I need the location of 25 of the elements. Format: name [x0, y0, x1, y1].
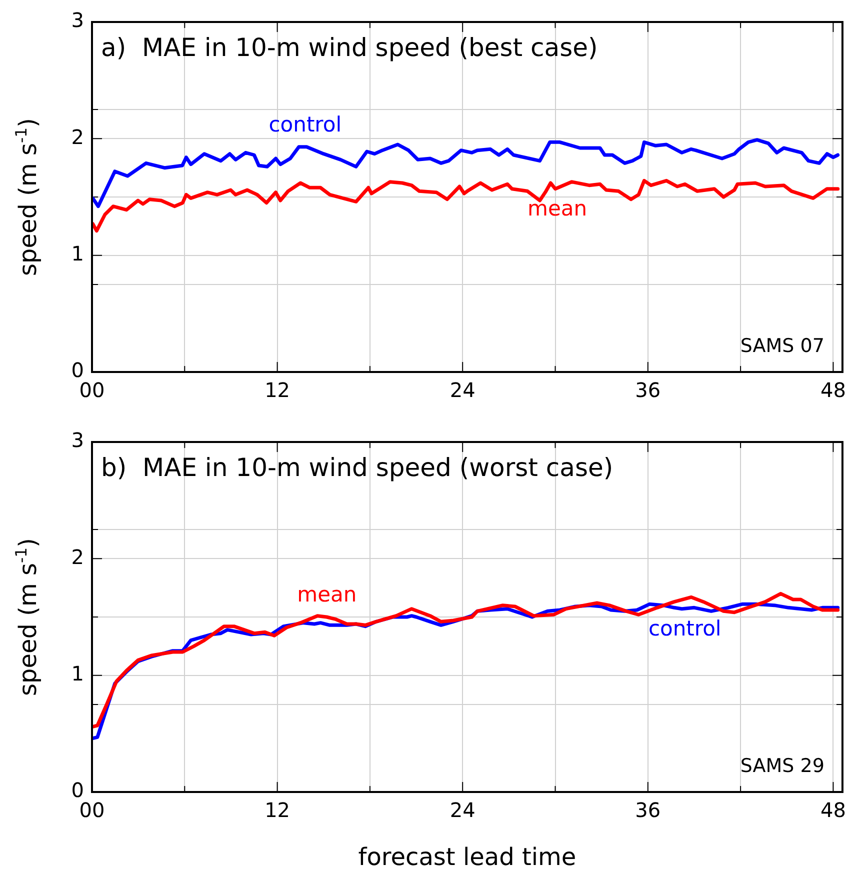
- x-tick-label: 48: [820, 798, 846, 822]
- y-tick-label: 1: [71, 242, 84, 266]
- y-axis-title: speed (m s-1): [12, 118, 42, 276]
- y-tick-label: 1: [71, 662, 84, 686]
- x-tick-label: 12: [264, 378, 290, 402]
- y-axis-title: speed (m s-1): [12, 538, 42, 696]
- y-tick-label: 2: [71, 124, 84, 149]
- annotation: SAMS 07: [740, 335, 824, 357]
- x-axis-title: forecast lead time: [358, 842, 576, 871]
- x-tick-label: 12: [264, 798, 290, 822]
- series-label: mean: [528, 196, 588, 220]
- x-tick-label: 48: [820, 378, 846, 402]
- x-tick-label: 24: [450, 378, 476, 402]
- annotation: SAMS 29: [740, 755, 824, 777]
- y-tick-label: 2: [71, 544, 84, 569]
- x-tick-label: 24: [450, 798, 476, 822]
- y-tick-label: 3: [71, 8, 84, 32]
- x-tick-label: 36: [635, 378, 661, 402]
- text: b) MAE in 10-m wind speed (worst case): [101, 453, 614, 482]
- y-tick-label: 3: [71, 428, 84, 452]
- series-label: mean: [297, 582, 357, 606]
- series-label: control: [268, 112, 342, 136]
- x-tick-label: 36: [635, 798, 661, 822]
- series-label: control: [648, 616, 722, 640]
- text: a) MAE in 10-m wind speed (best case): [101, 33, 598, 62]
